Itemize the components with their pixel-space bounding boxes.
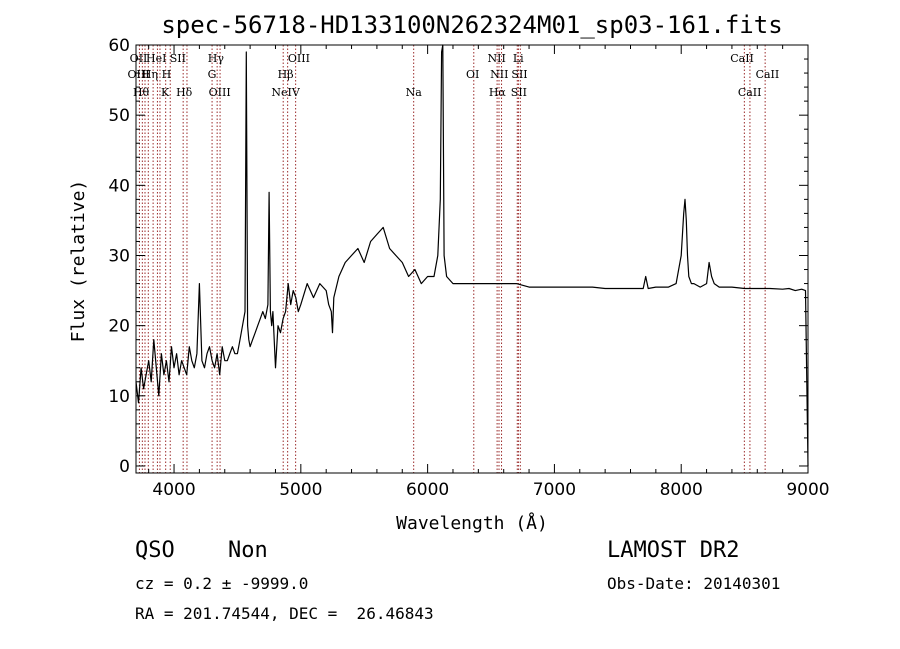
x-tick-label: 6000	[406, 480, 449, 500]
x-tick-label: 7000	[533, 480, 576, 500]
y-tick-label: 60	[108, 36, 130, 56]
marker-label: CaII	[756, 68, 780, 81]
survey-label: LAMOST DR2	[607, 538, 740, 563]
marker-label: Li	[513, 52, 524, 65]
marker-label: K	[161, 86, 170, 99]
marker-label: CaII	[738, 86, 762, 99]
marker-label: Hα	[489, 86, 507, 99]
marker-label: Hγ	[208, 52, 225, 65]
observation-date: Obs-Date: 20140301	[607, 574, 781, 593]
marker-label: Hδ	[176, 86, 193, 99]
marker-label: G	[208, 68, 217, 81]
redshift-text: cz = 0.2 ± -9999.0	[135, 574, 309, 593]
marker-label: SII	[511, 86, 527, 99]
marker-label: SII	[170, 52, 186, 65]
marker-label: HeI	[146, 52, 166, 65]
marker-label: NeIV	[271, 86, 300, 99]
marker-label: Na	[406, 86, 423, 99]
marker-label: OI	[466, 68, 479, 81]
marker-label: OIII	[209, 86, 231, 99]
coordinates-text: RA = 201.74544, DEC = 26.46843	[135, 604, 434, 623]
chart-title: spec-56718-HD133100N262324M01_sp03-161.f…	[161, 11, 782, 39]
y-tick-label: 30	[108, 246, 130, 266]
x-tick-label: 9000	[786, 480, 829, 500]
spectral-line-markers	[138, 45, 766, 473]
y-tick-label: 0	[119, 457, 130, 477]
y-tick-label: 10	[108, 387, 130, 407]
marker-label: OIII	[128, 68, 150, 81]
subclass-label: Non	[228, 538, 268, 563]
x-tick-label: 8000	[660, 480, 703, 500]
marker-label: NII	[490, 68, 508, 81]
marker-label: NII	[488, 52, 506, 65]
y-axis-label: Flux (relative)	[68, 180, 89, 343]
x-tick-label: 4000	[152, 480, 195, 500]
spectrum-line-0	[135, 44, 809, 467]
marker-label: H	[162, 68, 172, 81]
marker-label: Hη	[142, 68, 158, 81]
marker-label: Hβ	[278, 68, 294, 81]
plot-axes: 4000 5000 6000 7000 8000 9000 0 10 20 30 40 50 60	[108, 36, 829, 500]
marker-label: SII	[511, 68, 527, 81]
y-tick-label: 40	[108, 176, 130, 196]
plot-frame	[135, 44, 809, 474]
x-axis-label: Wavelength (Å)	[396, 512, 548, 534]
classification-label: QSO	[135, 538, 175, 563]
marker-label: OIII	[288, 52, 310, 65]
marker-label: Hθ	[133, 86, 150, 99]
marker-label: CaII	[730, 52, 754, 65]
marker-label: OII	[130, 52, 148, 65]
y-tick-label: 50	[108, 106, 130, 126]
y-tick-label: 20	[108, 317, 130, 337]
spectrum-series	[135, 44, 809, 467]
x-tick-label: 5000	[279, 480, 322, 500]
